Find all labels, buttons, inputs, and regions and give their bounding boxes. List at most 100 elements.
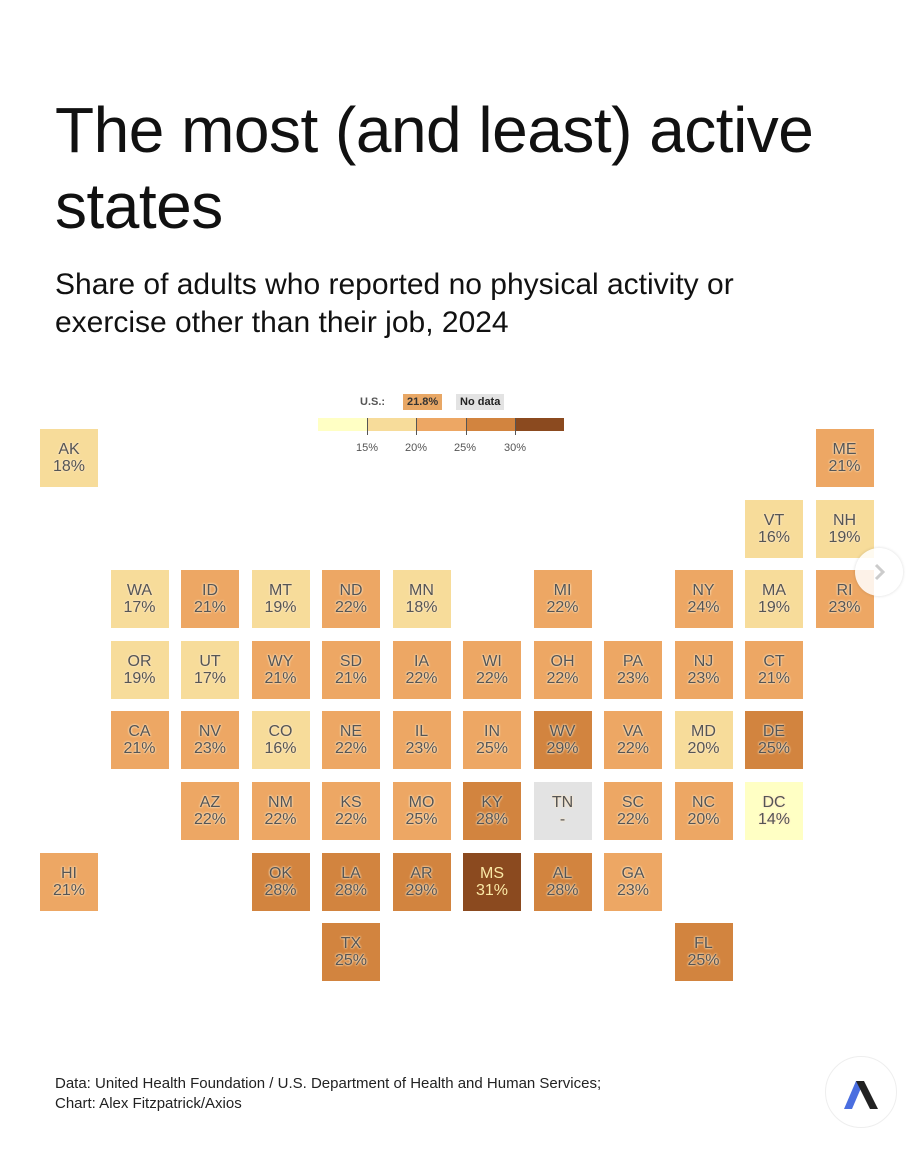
state-tile-vt: VT 16% — [745, 499, 803, 558]
state-value: 28% — [264, 881, 297, 899]
state-abbr: LA — [341, 864, 361, 882]
state-tile-ma: MA 19% — [745, 570, 803, 629]
state-abbr: NM — [268, 794, 293, 811]
state-abbr: NE — [339, 723, 363, 741]
legend-no-data: No data — [456, 394, 505, 410]
state-abbr: NC — [691, 794, 716, 811]
state-abbr: MI — [553, 582, 572, 600]
state-value: 28% — [546, 881, 579, 899]
state-abbr: WY — [267, 652, 294, 670]
state-value: 22% — [546, 669, 579, 687]
state-abbr: VA — [622, 723, 644, 741]
state-value: 16% — [264, 740, 297, 758]
state-tile-az: AZ 22% — [181, 782, 239, 840]
state-value: 23% — [687, 669, 720, 687]
state-abbr: TN — [551, 794, 574, 811]
state-abbr: OR — [127, 652, 152, 670]
state-tile-de: DE 25% — [745, 711, 803, 770]
state-value: 29% — [546, 740, 579, 758]
state-value: 14% — [757, 811, 791, 828]
legend-us-value: 21.8% — [403, 394, 443, 410]
legend-tick — [416, 418, 418, 435]
state-abbr: MT — [268, 582, 293, 600]
next-slide-button[interactable] — [855, 548, 903, 596]
state-value: 22% — [616, 740, 650, 758]
state-tile-ar: AR 29% — [392, 852, 451, 911]
state-tile-tx: TX 25% — [322, 923, 380, 982]
state-value: 22% — [334, 811, 368, 828]
state-value: 29% — [405, 881, 438, 899]
chevron-right-icon — [874, 563, 886, 581]
state-tile-ct: CT 21% — [745, 640, 803, 699]
state-value: 20% — [687, 740, 720, 758]
state-value: 25% — [687, 952, 720, 970]
state-abbr: CT — [763, 652, 785, 670]
state-value: 23% — [616, 881, 650, 899]
state-tile-ut: UT 17% — [181, 640, 239, 699]
state-abbr: SD — [339, 652, 363, 670]
state-abbr: AR — [410, 864, 433, 882]
state-tile-ri: RI 23% — [815, 570, 874, 629]
state-abbr: CA — [128, 723, 151, 741]
source-text: Data: United Health Foundation / U.S. De… — [55, 1075, 602, 1092]
state-value: 22% — [405, 669, 438, 687]
state-tile-ok: OK 28% — [251, 852, 310, 911]
legend-swatch — [367, 418, 417, 431]
state-value: 25% — [757, 740, 791, 758]
state-abbr: NH — [832, 511, 857, 529]
legend-tick — [367, 418, 369, 435]
state-value: 28% — [334, 881, 368, 899]
state-value: 31% — [475, 881, 509, 899]
state-tile-ky: KY 28% — [463, 782, 521, 840]
state-tile-mn: MN 18% — [392, 570, 451, 629]
state-abbr: NV — [198, 723, 222, 741]
state-value: - — [559, 811, 566, 828]
legend: U.S.: 21.8% No data 15% 20% 25% 30% — [318, 394, 568, 455]
state-tile-oh: OH 22% — [533, 640, 592, 699]
state-value: 21% — [264, 669, 297, 687]
state-value: 21% — [193, 599, 227, 617]
state-value: 21% — [52, 881, 86, 899]
state-abbr: UT — [199, 652, 221, 670]
state-abbr: MD — [691, 723, 716, 741]
state-tile-mt: MT 19% — [251, 570, 310, 629]
legend-us-label: U.S.: — [360, 396, 386, 408]
state-value: 21% — [828, 458, 861, 475]
state-abbr: ID — [202, 582, 218, 600]
state-value: 23% — [405, 740, 438, 758]
legend-swatch — [416, 418, 466, 431]
state-value: 22% — [334, 599, 368, 617]
state-tile-id: ID 21% — [181, 570, 239, 629]
state-abbr: GA — [621, 864, 645, 882]
state-tile-nj: NJ 23% — [674, 640, 733, 699]
state-tile-il: IL 23% — [392, 711, 451, 770]
source-note: Data: United Health Foundation / U.S. De… — [55, 1074, 601, 1114]
legend-swatch — [318, 418, 368, 431]
legend-tick-label: 30% — [503, 442, 527, 454]
state-tile-nc: NC 20% — [674, 782, 733, 840]
state-tile-al: AL 28% — [533, 852, 592, 911]
state-abbr: WA — [126, 582, 153, 600]
state-value: 24% — [687, 599, 720, 617]
chart-title: The most (and least) active states — [55, 94, 814, 242]
state-abbr: PA — [622, 652, 644, 670]
state-value: 18% — [405, 599, 438, 617]
state-value: 25% — [334, 952, 368, 970]
state-value: 22% — [475, 669, 509, 687]
state-abbr: CO — [268, 723, 293, 741]
state-tile-nh: NH 19% — [815, 499, 874, 558]
legend-swatch — [465, 418, 515, 431]
state-tile-la: LA 28% — [322, 852, 380, 911]
state-value: 25% — [475, 740, 509, 758]
state-value: 16% — [757, 528, 791, 546]
state-value: 18% — [52, 458, 86, 475]
state-tile-mo: MO 25% — [392, 782, 451, 840]
state-value: 22% — [546, 599, 579, 617]
state-tile-ms: MS 31% — [463, 852, 521, 911]
state-value: 19% — [123, 669, 156, 687]
state-value: 19% — [264, 599, 297, 617]
state-abbr: ME — [832, 441, 857, 458]
state-tile-ne: NE 22% — [322, 711, 380, 770]
state-abbr: MA — [762, 582, 786, 600]
state-abbr: KY — [481, 794, 503, 811]
